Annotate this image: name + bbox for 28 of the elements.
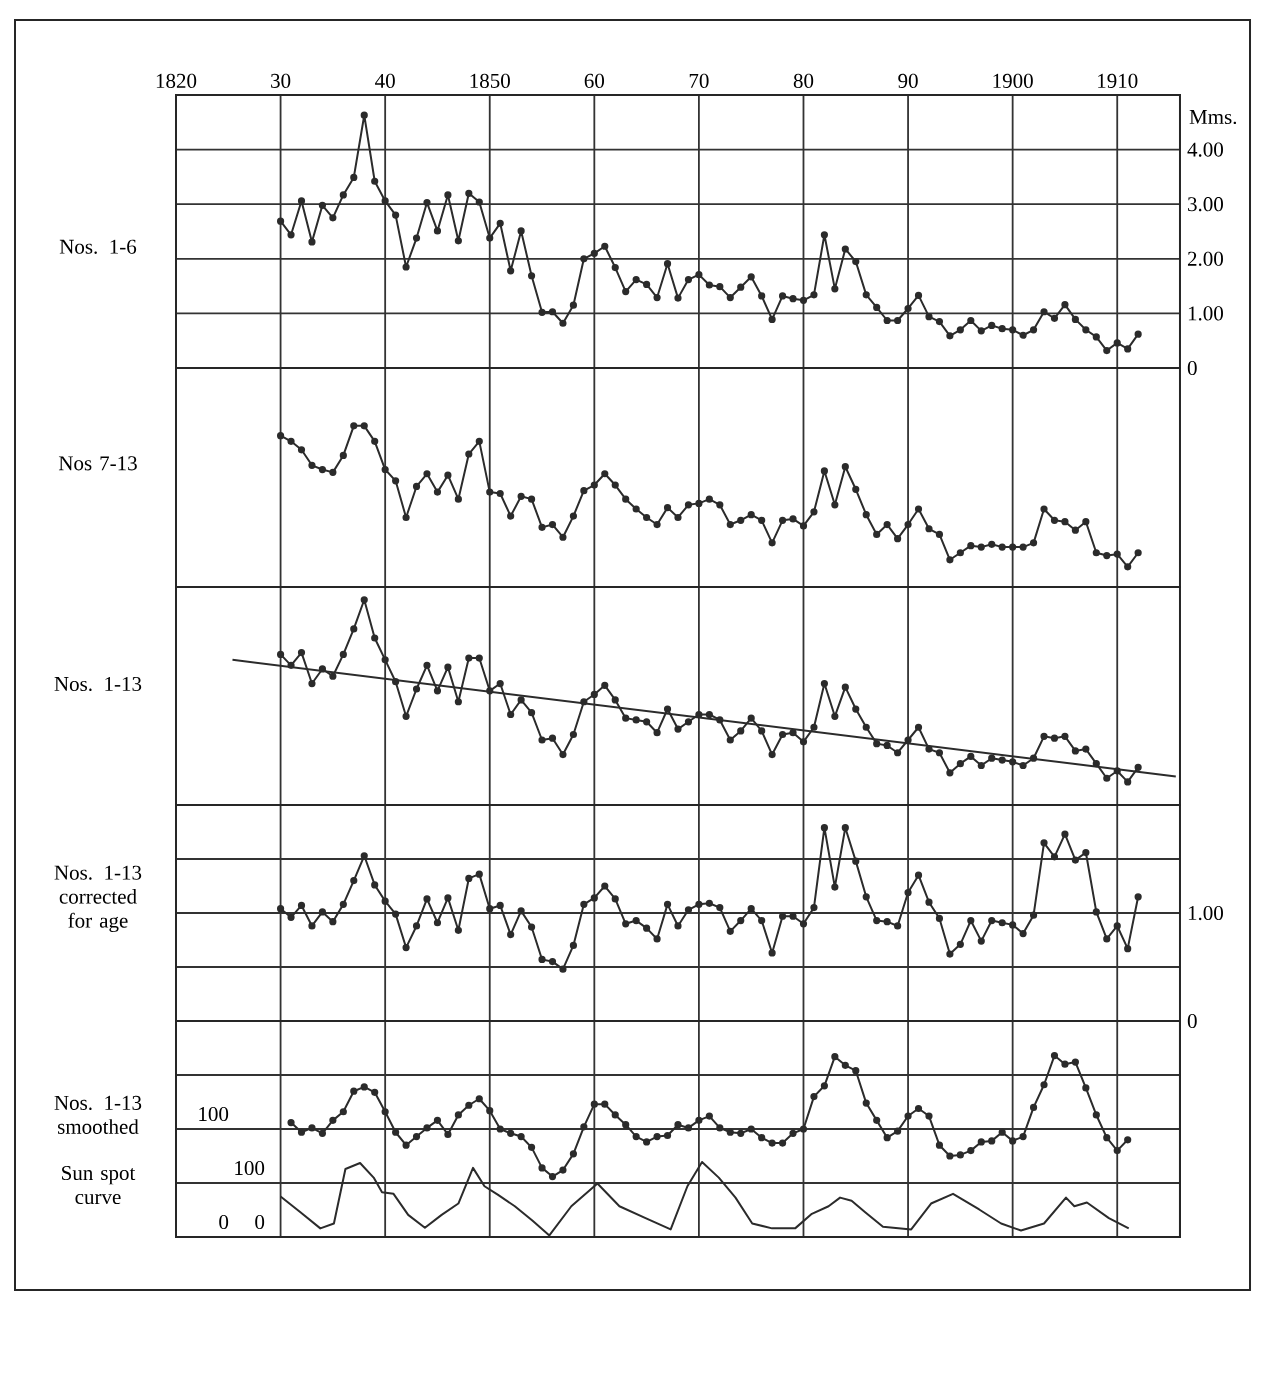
text: Sun spot curve — [62, 1166, 136, 1205]
y-tick-label: 0 — [219, 1214, 229, 1230]
text: Nos 7-13 — [58, 456, 137, 471]
y-tick-label: 4.00 — [1187, 142, 1223, 157]
y-axis-title: Mms. — [1189, 110, 1237, 125]
text: Nos. 1-13 — [54, 676, 142, 692]
x-tick-label: 40 — [375, 73, 395, 88]
y-tick-label: 3.00 — [1188, 197, 1223, 212]
x-tick-label: 30 — [271, 73, 291, 88]
x-tick-label: 90 — [898, 73, 918, 88]
x-tick-label: 70 — [689, 73, 709, 88]
y-tick-label: 0 — [1187, 360, 1197, 376]
y-tick-label: 2.00 — [1187, 251, 1223, 266]
x-tick-label: 1820 — [156, 73, 197, 88]
x-tick-label: 60 — [584, 73, 605, 88]
y-tick-label: 1.00 — [1188, 905, 1223, 921]
y-tick-label: 100 — [199, 1106, 229, 1122]
y-tick-label: 0 — [1187, 1013, 1197, 1029]
x-tick-label: 80 — [793, 73, 814, 88]
x-tick-label: 1850 — [470, 73, 510, 88]
y-tick-label: 100 — [235, 1160, 265, 1176]
text: Nos. 1-13 smoothed — [54, 1095, 142, 1134]
x-tick-label: 1910 — [1098, 73, 1138, 88]
x-tick-label: 1900 — [993, 73, 1033, 88]
y-tick-label: 1.00 — [1188, 306, 1223, 321]
y-tick-label: 0 — [255, 1214, 265, 1230]
text: Nos. 1-6 — [59, 239, 137, 254]
text: Nos. 1-13 corrected for age — [54, 865, 142, 933]
